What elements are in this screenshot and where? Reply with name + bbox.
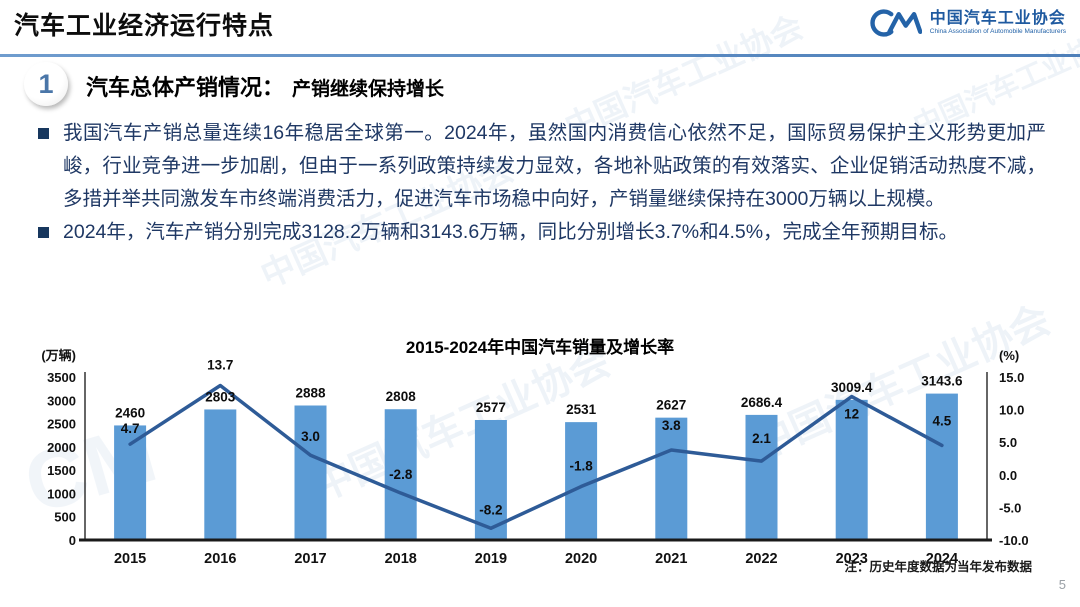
x-axis-label-2016: 2016 [204, 551, 236, 567]
left-axis-tick: 1000 [47, 486, 76, 501]
left-axis-tick: 3000 [47, 393, 76, 408]
right-axis-tick: 0.0 [999, 468, 1017, 483]
bullet-item: 我国汽车产销总量连续16年稳居全球第一。2024年，虽然国内消费信心依然不足，国… [36, 117, 1046, 216]
section-number: 1 [38, 68, 54, 99]
x-axis-label-2020: 2020 [565, 551, 597, 567]
left-axis-tick: 2500 [47, 417, 76, 432]
left-axis-tick: 0 [69, 533, 76, 548]
x-axis-label-2024: 2024 [926, 551, 958, 567]
left-axis-tick: 1500 [47, 463, 76, 478]
bar-value-label: 2627 [656, 398, 686, 413]
page-number: 5 [1058, 577, 1066, 592]
bar-value-label: 2888 [295, 386, 326, 401]
title-divider [0, 54, 1080, 57]
x-axis-label-2019: 2019 [475, 551, 507, 567]
left-axis-unit: (万辆) [41, 348, 76, 363]
bar-value-label: 2577 [476, 400, 506, 415]
x-axis-label-2015: 2015 [114, 551, 146, 567]
logo-text: 中国汽车工业协会 China Association of Automobile… [930, 10, 1066, 36]
x-axis-label-2022: 2022 [745, 551, 777, 567]
left-axis-tick: 500 [54, 510, 76, 525]
right-axis-tick: 10.0 [999, 403, 1024, 418]
logo-org-name: 中国汽车工业协会 [929, 10, 1066, 28]
bar-2019 [474, 419, 507, 540]
page-title: 汽车工业经济运行特点 [14, 12, 275, 40]
sales-growth-chart: 0 500 1000 1500 2000 2500 3000 3500 -10.0 -5.0 0.0… [41, 348, 1029, 567]
right-axis-tick: 5.0 [999, 435, 1017, 450]
caam-monogram-icon [870, 9, 922, 37]
bullet-square-icon [38, 227, 49, 238]
x-axis-label-2018: 2018 [385, 551, 417, 567]
section-subtitle: 产销继续保持增长 [292, 79, 445, 100]
growth-value-label: 13.7 [207, 357, 233, 372]
growth-line [128, 383, 944, 531]
bar-2022 [745, 414, 778, 540]
growth-value-label: -1.8 [569, 459, 593, 474]
bar-value-label: 2460 [115, 405, 145, 420]
growth-value-label: 4.5 [933, 413, 952, 428]
growth-value-label: 12 [844, 407, 859, 422]
bullet-text: 2024年，汽车产销分别完成3128.2万辆和3143.6万辆，同比分别增长3.… [63, 221, 959, 243]
x-axis-label-2023: 2023 [836, 551, 868, 567]
right-axis-tick: -5.0 [999, 500, 1021, 515]
growth-value-label: -8.2 [479, 502, 502, 517]
bullet-list: 我国汽车产销总量连续16年稳居全球第一。2024年，虽然国内消费信心依然不足，国… [36, 117, 1046, 249]
x-axis-label-2021: 2021 [655, 551, 687, 567]
bar-2017 [294, 405, 327, 540]
growth-value-label: 2.1 [752, 431, 771, 446]
bullet-text: 我国汽车产销总量连续16年稳居全球第一。2024年，虽然国内消费信心依然不足，国… [63, 122, 1046, 210]
chart-title: 2015-2024年中国汽车销量及增长率 [405, 338, 675, 357]
bar-value-label: 2531 [566, 402, 597, 417]
left-axis-tick: 2000 [47, 440, 76, 455]
section-heading: 汽车总体产销情况： 产销继续保持增长 [86, 70, 444, 102]
growth-value-label: -2.8 [389, 467, 413, 482]
x-axis-label-2017: 2017 [294, 551, 326, 567]
right-axis-tick: 15.0 [999, 370, 1024, 385]
growth-value-label: 4.7 [121, 421, 140, 436]
bar-value-label: 2803 [205, 389, 236, 404]
bar-2021 [655, 417, 688, 540]
bar-2024 [925, 393, 958, 540]
bar-2023 [835, 399, 868, 540]
section-number-badge: 1 [24, 62, 68, 106]
bar-value-label: 3143.6 [921, 374, 963, 389]
bar-2016 [204, 409, 237, 540]
bullet-square-icon [38, 128, 49, 139]
growth-value-label: 3.0 [301, 429, 320, 444]
caam-logo: 中国汽车工业协会 China Association of Automobile… [864, 7, 1066, 39]
growth-value-label: 3.8 [662, 418, 681, 433]
bar-value-label: 2686.4 [741, 395, 783, 410]
chart-footnote: 注：历史年度数据为当年发布数据 [844, 560, 1032, 574]
right-axis-tick: -10.0 [999, 533, 1029, 548]
logo-org-name-en: China Association of Automobile Manufact… [929, 28, 1066, 36]
bar-value-label: 3009.4 [831, 380, 873, 395]
bar-2018 [384, 409, 417, 540]
section-title: 汽车总体产销情况： [86, 75, 285, 100]
right-axis-unit: (%) [999, 348, 1019, 363]
bullet-item: 2024年，汽车产销分别完成3128.2万辆和3143.6万辆，同比分别增长3.… [36, 216, 1046, 249]
bar-value-label: 2808 [386, 389, 417, 404]
left-axis-tick: 3500 [47, 370, 76, 385]
